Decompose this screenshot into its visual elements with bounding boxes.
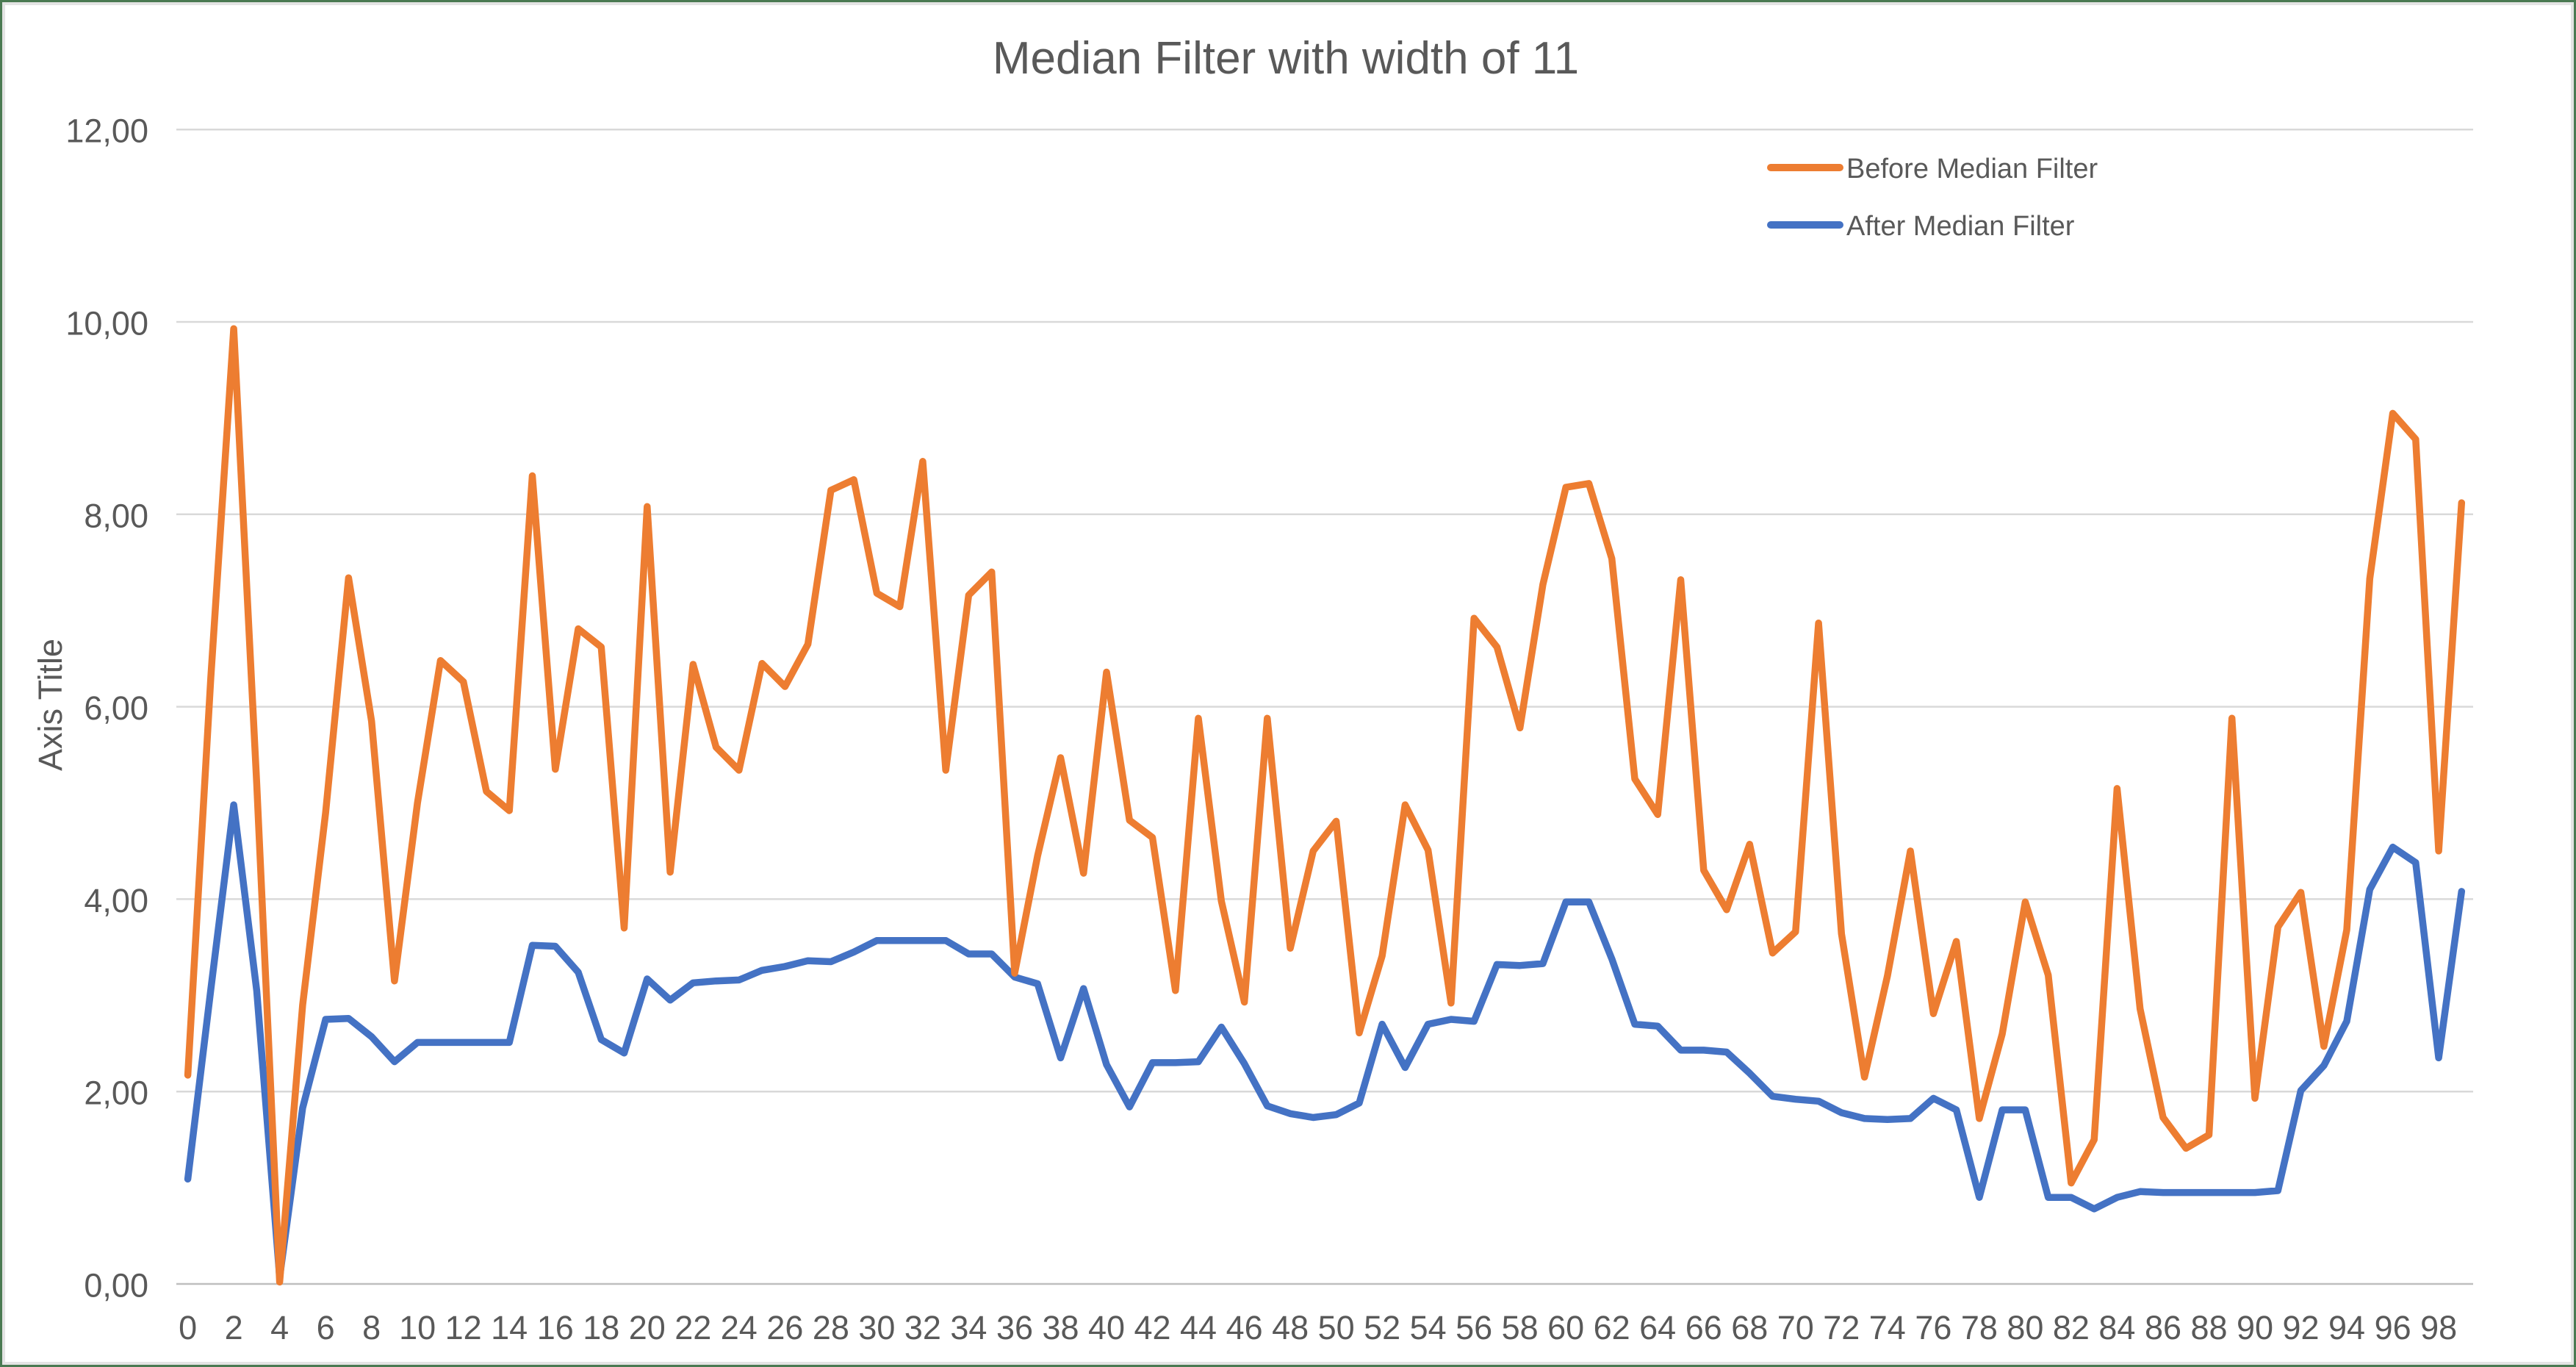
svg-text:After Median Filter: After Median Filter xyxy=(1846,211,2075,242)
svg-text:86: 86 xyxy=(2145,1309,2181,1346)
svg-text:70: 70 xyxy=(1777,1309,1814,1346)
svg-text:64: 64 xyxy=(1639,1309,1676,1346)
svg-text:80: 80 xyxy=(2007,1309,2043,1346)
svg-text:78: 78 xyxy=(1961,1309,1998,1346)
svg-text:Before Median Filter: Before Median Filter xyxy=(1846,154,2098,184)
svg-text:10,00: 10,00 xyxy=(65,305,148,342)
svg-text:52: 52 xyxy=(1364,1309,1400,1346)
svg-text:34: 34 xyxy=(950,1309,987,1346)
svg-text:66: 66 xyxy=(1685,1309,1722,1346)
svg-text:6: 6 xyxy=(317,1309,335,1346)
svg-text:Median Filter with width of 11: Median Filter with width of 11 xyxy=(993,33,1579,84)
svg-text:42: 42 xyxy=(1134,1309,1170,1346)
svg-text:38: 38 xyxy=(1042,1309,1079,1346)
svg-text:76: 76 xyxy=(1915,1309,1951,1346)
svg-text:4,00: 4,00 xyxy=(84,882,148,919)
svg-text:46: 46 xyxy=(1226,1309,1263,1346)
svg-text:72: 72 xyxy=(1823,1309,1860,1346)
svg-text:12: 12 xyxy=(445,1309,482,1346)
svg-text:82: 82 xyxy=(2053,1309,2090,1346)
svg-text:50: 50 xyxy=(1318,1309,1355,1346)
svg-text:24: 24 xyxy=(721,1309,758,1346)
svg-text:4: 4 xyxy=(270,1309,289,1346)
svg-text:2: 2 xyxy=(225,1309,243,1346)
svg-text:36: 36 xyxy=(996,1309,1033,1346)
svg-text:40: 40 xyxy=(1088,1309,1125,1346)
svg-text:60: 60 xyxy=(1547,1309,1584,1346)
svg-text:84: 84 xyxy=(2098,1309,2135,1346)
svg-text:12,00: 12,00 xyxy=(65,112,148,150)
svg-text:32: 32 xyxy=(904,1309,941,1346)
svg-text:28: 28 xyxy=(813,1309,849,1346)
svg-text:94: 94 xyxy=(2328,1309,2365,1346)
svg-text:88: 88 xyxy=(2190,1309,2227,1346)
svg-text:22: 22 xyxy=(674,1309,711,1346)
svg-text:54: 54 xyxy=(1410,1309,1447,1346)
svg-text:18: 18 xyxy=(583,1309,619,1346)
svg-text:44: 44 xyxy=(1180,1309,1217,1346)
svg-text:8: 8 xyxy=(362,1309,381,1346)
svg-text:58: 58 xyxy=(1502,1309,1539,1346)
svg-text:0: 0 xyxy=(179,1309,197,1346)
svg-text:10: 10 xyxy=(399,1309,436,1346)
svg-text:20: 20 xyxy=(629,1309,666,1346)
svg-text:62: 62 xyxy=(1594,1309,1630,1346)
svg-text:92: 92 xyxy=(2282,1309,2319,1346)
svg-text:2,00: 2,00 xyxy=(84,1074,148,1112)
svg-text:68: 68 xyxy=(1731,1309,1768,1346)
svg-text:90: 90 xyxy=(2237,1309,2273,1346)
svg-text:96: 96 xyxy=(2375,1309,2411,1346)
svg-text:74: 74 xyxy=(1869,1309,1906,1346)
svg-text:56: 56 xyxy=(1456,1309,1492,1346)
svg-text:98: 98 xyxy=(2420,1309,2457,1346)
svg-text:0,00: 0,00 xyxy=(84,1267,148,1305)
svg-text:14: 14 xyxy=(491,1309,528,1346)
svg-text:6,00: 6,00 xyxy=(84,689,148,727)
svg-text:26: 26 xyxy=(766,1309,803,1346)
svg-text:Axis Title: Axis Title xyxy=(32,639,69,771)
svg-text:8,00: 8,00 xyxy=(84,497,148,534)
svg-text:30: 30 xyxy=(858,1309,895,1346)
svg-text:16: 16 xyxy=(537,1309,574,1346)
svg-text:48: 48 xyxy=(1272,1309,1309,1346)
